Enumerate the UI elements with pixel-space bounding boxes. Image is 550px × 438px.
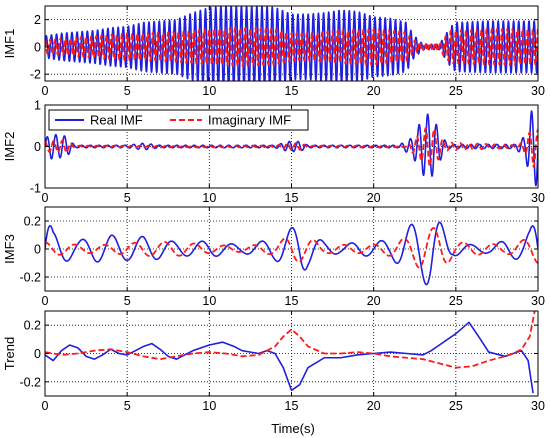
x-tick-label: 5 [124,294,131,308]
series-imaginary-imf [45,227,538,269]
x-tick-label: 25 [449,191,463,205]
x-tick-label: 15 [285,191,299,205]
x-tick-label: 30 [531,84,545,98]
x-tick-label: 15 [285,84,299,98]
y-tick-label: 0.2 [24,215,41,229]
x-tick-label: 20 [367,399,381,413]
y-tick-label: 1 [34,99,41,113]
x-tick-label: 10 [202,399,216,413]
series-imaginary-imf [45,27,538,67]
legend-imag-label: Imaginary IMF [208,113,291,128]
x-axis-label: Time(s) [271,421,315,436]
x-tick-label: 15 [285,399,299,413]
y-tick-label: 0 [34,243,41,257]
y-tick-label: -0.2 [19,271,41,285]
x-tick-label: 10 [202,191,216,205]
x-tick-label: 10 [202,84,216,98]
x-tick-label: 5 [124,399,131,413]
x-tick-label: 30 [531,191,545,205]
y-tick-label: -1 [30,182,41,196]
y-axis-label: Trend [2,337,17,370]
x-tick-label: 0 [42,399,49,413]
y-tick-label: 0.2 [24,319,41,333]
legend: Real IMF Imaginary IMF [48,109,309,131]
y-tick-label: 0 [34,40,41,54]
x-tick-label: 20 [367,84,381,98]
y-tick-label: 0 [34,140,41,154]
x-tick-label: 20 [367,294,381,308]
y-axis-label: IMF3 [2,234,17,264]
x-tick-label: 20 [367,191,381,205]
series-real-imf [45,6,538,81]
x-tick-label: 0 [42,294,49,308]
y-tick-label: 0 [34,347,41,361]
x-tick-label: 10 [202,294,216,308]
y-axis-label: IMF2 [2,132,17,162]
series-imaginary-imf [45,311,536,369]
x-tick-label: 30 [531,294,545,308]
series-imaginary-imf [45,127,538,168]
x-tick-label: 0 [42,191,49,205]
y-tick-label: -0.2 [19,375,41,389]
x-tick-label: 25 [449,399,463,413]
legend-box [48,109,309,131]
x-tick-label: 15 [285,294,299,308]
legend-real-label: Real IMF [90,113,143,128]
x-tick-label: 25 [449,294,463,308]
y-tick-label: -2 [30,68,41,82]
y-tick-label: 2 [34,13,41,27]
x-tick-label: 30 [531,399,545,413]
x-tick-label: 5 [124,191,131,205]
y-axis-label: IMF1 [2,29,17,59]
series-real-imf [45,221,538,286]
x-tick-label: 0 [42,84,49,98]
x-tick-label: 5 [124,84,131,98]
x-tick-label: 25 [449,84,463,98]
